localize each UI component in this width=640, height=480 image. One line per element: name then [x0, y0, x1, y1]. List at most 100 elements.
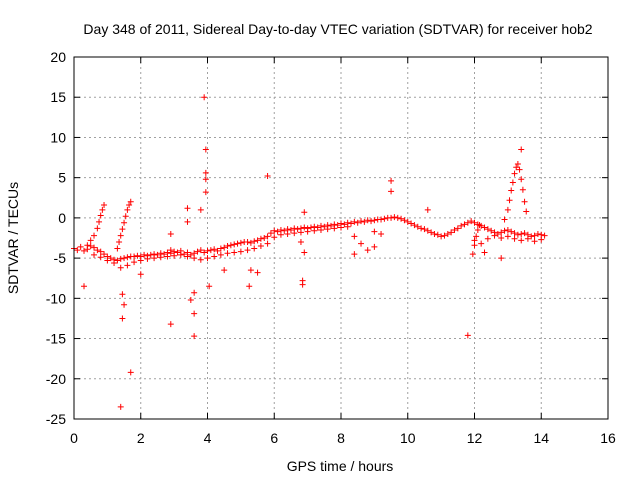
- data-point: [388, 214, 395, 221]
- data-point: [94, 247, 101, 254]
- data-point: [96, 218, 103, 225]
- data-point: [251, 238, 258, 245]
- data-point: [508, 187, 515, 194]
- data-point: [351, 233, 358, 240]
- data-point: [197, 256, 204, 263]
- data-point: [201, 94, 208, 101]
- data-point: [378, 216, 385, 223]
- data-point: [498, 235, 505, 241]
- data-point: [97, 254, 104, 261]
- data-point: [144, 255, 151, 262]
- data-point: [287, 226, 294, 233]
- data-point: [514, 231, 521, 238]
- y-tick-label: -25: [46, 411, 66, 427]
- data-point: [514, 160, 521, 167]
- data-point: [404, 218, 411, 225]
- x-tick-label: 4: [204, 430, 212, 446]
- data-point: [187, 296, 194, 303]
- data-point: [137, 271, 144, 278]
- data-point: [127, 198, 134, 205]
- data-point: [448, 229, 455, 236]
- data-point: [84, 242, 91, 249]
- data-point: [297, 229, 304, 236]
- data-point: [518, 237, 525, 244]
- data-point: [94, 225, 101, 232]
- data-point: [74, 247, 81, 254]
- data-point: [184, 205, 191, 212]
- data-point: [531, 232, 538, 239]
- data-point: [371, 228, 378, 235]
- data-point: [267, 230, 274, 237]
- data-point: [471, 219, 478, 226]
- data-point: [541, 232, 548, 239]
- data-point: [371, 217, 378, 224]
- data-point: [378, 230, 385, 237]
- data-point: [321, 223, 328, 230]
- data-point: [181, 251, 188, 258]
- data-point: [202, 189, 209, 196]
- data-point: [469, 251, 476, 258]
- data-point: [161, 251, 168, 258]
- data-point: [237, 239, 244, 246]
- data-point: [261, 235, 268, 241]
- data-point: [391, 214, 398, 221]
- data-point: [521, 198, 528, 205]
- data-point: [523, 208, 530, 215]
- data-point: [117, 264, 124, 271]
- x-tick-label: 10: [400, 430, 416, 446]
- data-point: [304, 228, 311, 235]
- data-point: [117, 255, 124, 262]
- data-point: [301, 249, 308, 256]
- data-point: [414, 223, 421, 230]
- data-point: [504, 233, 511, 240]
- data-point: [424, 227, 431, 234]
- data-point: [217, 245, 224, 252]
- data-point: [124, 254, 131, 261]
- data-point: [488, 227, 495, 234]
- data-point: [398, 215, 405, 222]
- data-point: [257, 235, 264, 242]
- data-point: [204, 247, 211, 254]
- data-point: [206, 283, 213, 290]
- data-point: [247, 267, 254, 274]
- data-point: [147, 251, 154, 258]
- data-point: [516, 166, 523, 173]
- data-point: [327, 222, 334, 229]
- y-tick-label: -20: [46, 371, 66, 387]
- data-point: [171, 252, 178, 259]
- data-point: [244, 239, 251, 246]
- data-point: [428, 229, 435, 236]
- data-point: [202, 169, 209, 176]
- data-point: [101, 251, 108, 258]
- data-point: [114, 257, 121, 264]
- y-tick-label: 15: [50, 89, 66, 105]
- data-point: [348, 220, 355, 227]
- data-point: [104, 257, 111, 264]
- data-point: [224, 243, 231, 250]
- data-point: [411, 222, 418, 229]
- data-point: [247, 239, 254, 246]
- data-point: [137, 257, 144, 264]
- data-point: [264, 240, 271, 247]
- data-point: [511, 235, 518, 242]
- data-point: [231, 249, 238, 256]
- x-tick-label: 16: [600, 430, 616, 446]
- data-point: [444, 230, 451, 237]
- data-point: [201, 249, 208, 256]
- data-point: [351, 218, 358, 225]
- x-axis-label: GPS time / hours: [287, 458, 394, 474]
- data-point: [164, 253, 171, 260]
- data-point: [518, 176, 525, 183]
- data-point: [471, 242, 478, 249]
- data-point: [116, 239, 123, 246]
- data-point: [498, 229, 505, 236]
- data-point: [264, 173, 271, 180]
- data-point: [506, 197, 513, 204]
- x-tick-label: 2: [137, 430, 145, 446]
- data-point: [468, 218, 475, 225]
- data-point: [458, 222, 465, 229]
- data-point: [277, 231, 284, 238]
- data-point: [484, 235, 491, 242]
- data-point: [513, 164, 520, 171]
